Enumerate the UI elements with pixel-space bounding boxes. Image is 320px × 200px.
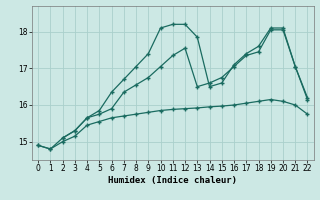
X-axis label: Humidex (Indice chaleur): Humidex (Indice chaleur) xyxy=(108,176,237,185)
